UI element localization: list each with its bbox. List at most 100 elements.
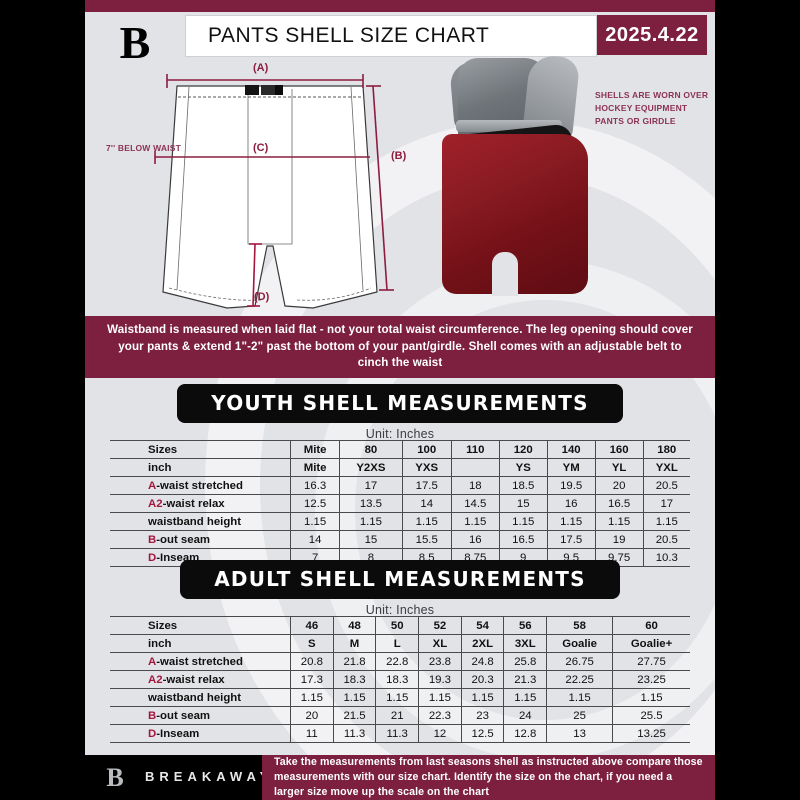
table-cell: 17.5 (547, 530, 596, 549)
table-cell: S (290, 634, 334, 653)
top-maroon-strip (85, 0, 715, 12)
page-title-text: PANTS SHELL SIZE CHART (208, 24, 490, 47)
table-cell: 1.15 (418, 688, 462, 707)
table-cell: YXS (402, 458, 452, 477)
table-cell: Mite (290, 458, 341, 477)
row-label: waistband height (110, 512, 291, 531)
table-cell: 1.15 (339, 512, 403, 531)
table-cell: 50 (375, 616, 420, 635)
table-cell: 10.3 (643, 548, 690, 567)
shell-crotch-notch (492, 252, 518, 296)
table-row: A2-waist relax 12.5 13.5 14 14.5 15 16 16.5 17 (110, 494, 690, 513)
dimension-label-c: (C) (253, 142, 269, 154)
header-band: B PANTS SHELL SIZE CHART 2025.4.22 (85, 12, 715, 68)
table-cell: 21.3 (503, 670, 548, 689)
product-photo (430, 53, 600, 308)
table-cell: 17.3 (290, 670, 334, 689)
row-label-marker: A2 (148, 497, 163, 510)
table-cell: 21 (375, 706, 420, 725)
table-cell: M (333, 634, 377, 653)
table-cell: 16.5 (595, 494, 644, 513)
table-cell: 19.3 (418, 670, 462, 689)
dimension-label-d: (D) (254, 291, 270, 303)
table-cell: 54 (461, 616, 505, 635)
row-label-marker: A (148, 655, 157, 668)
table-cell (451, 458, 500, 477)
row-label: waistband height (110, 688, 291, 707)
table-row: waistband height 1.15 1.15 1.15 1.15 1.15 1.15… (110, 512, 690, 531)
table-cell: 18.3 (375, 670, 420, 689)
instruction-banner-text: Waistband is measured when laid flat - n… (107, 322, 693, 370)
row-label: A-waist stretched (110, 652, 291, 671)
table-cell: 18.5 (499, 476, 548, 495)
table-cell: 12.5 (461, 724, 505, 743)
youth-heading: YOUTH SHELL MEASUREMENTS (177, 384, 623, 423)
table-cell: 15 (339, 530, 403, 549)
table-row: waistband height 1.15 1.15 1.15 1.15 1.15 1.15… (110, 688, 690, 707)
row-label: inch (110, 458, 291, 477)
table-cell: 21.5 (333, 706, 377, 725)
table-cell: 100 (402, 440, 452, 459)
table-cell: 20 (595, 476, 644, 495)
youth-size-table: Sizes Mite 80 100 110 120 140 160 180 inch Mite Y2X… (110, 440, 690, 567)
table-cell: 24 (503, 706, 548, 725)
table-cell: 1.15 (290, 512, 341, 531)
table-cell: 23.25 (612, 670, 690, 689)
table-cell: 22.25 (546, 670, 614, 689)
table-row: B-out seam 14 15 15.5 16 16.5 17.5 19 20.5 (110, 530, 690, 549)
brand-logo-icon: B (119, 17, 151, 68)
table-cell: 16 (451, 530, 500, 549)
table-cell: 27.75 (612, 652, 690, 671)
table-cell: 12.5 (290, 494, 341, 513)
table-cell: 1.15 (503, 688, 548, 707)
table-cell: 1.15 (333, 688, 377, 707)
table-cell: 16 (547, 494, 596, 513)
table-cell: 16.5 (499, 530, 548, 549)
table-cell: 58 (546, 616, 614, 635)
table-cell: 21.8 (333, 652, 377, 671)
table-cell: 17 (643, 494, 690, 513)
table-cell: Y2XS (339, 458, 403, 477)
footer-brand-logo-icon: B (106, 763, 124, 792)
table-cell: 20.8 (290, 652, 334, 671)
table-cell: 17 (339, 476, 403, 495)
table-cell: 60 (612, 616, 690, 635)
table-row: inch S M L XL 2XL 3XL Goalie Goalie+ (110, 634, 690, 653)
table-cell: YM (547, 458, 596, 477)
table-cell: 1.15 (290, 688, 334, 707)
table-cell: 11.3 (375, 724, 420, 743)
table-cell: 23.8 (418, 652, 462, 671)
adult-table-wrap: Sizes 46 48 50 52 54 56 58 60 inch S M L XL 2XL 3XL Goal… (110, 616, 690, 743)
table-cell: 13 (546, 724, 614, 743)
shells-worn-note: SHELLS ARE WORN OVER HOCKEY EQUIPMENT PA… (595, 90, 709, 127)
table-cell: 1.15 (546, 688, 614, 707)
table-cell: 20.5 (643, 476, 690, 495)
youth-table-wrap: Sizes Mite 80 100 110 120 140 160 180 inch Mite Y2X… (110, 440, 690, 567)
table-row: A-waist stretched 20.8 21.8 22.8 23.8 24.8 25.… (110, 652, 690, 671)
table-cell: 46 (290, 616, 334, 635)
table-row: B-out seam 20 21.5 21 22.3 23 24 25 25.5 (110, 706, 690, 725)
adult-heading: ADULT SHELL MEASUREMENTS (180, 560, 620, 599)
below-waist-note: 7'' BELOW WAIST (105, 143, 181, 153)
table-cell: 180 (643, 440, 690, 459)
table-cell: 1.15 (595, 512, 644, 531)
footer-brand-name: BREAKAWAY (145, 769, 274, 784)
row-label: A-waist stretched (110, 476, 291, 495)
table-cell: 14 (290, 530, 341, 549)
table-cell: 1.15 (451, 512, 500, 531)
table-cell: 1.15 (499, 512, 548, 531)
table-cell: 26.75 (546, 652, 614, 671)
footer-instruction: Take the measurements from last seasons … (262, 755, 715, 800)
table-cell: 19.5 (547, 476, 596, 495)
instruction-banner: Waistband is measured when laid flat - n… (85, 316, 715, 378)
table-cell: Goalie+ (612, 634, 690, 653)
table-row: D-Inseam 11 11.3 11.3 12 12.5 12.8 13 13.25 (110, 724, 690, 743)
youth-unit: Unit: Inches (365, 427, 435, 441)
table-cell: 14.5 (451, 494, 500, 513)
table-cell: Mite (290, 440, 341, 459)
table-cell: 120 (499, 440, 548, 459)
row-label-marker: B (148, 533, 157, 546)
table-cell: 80 (339, 440, 403, 459)
table-cell: 20.3 (461, 670, 505, 689)
